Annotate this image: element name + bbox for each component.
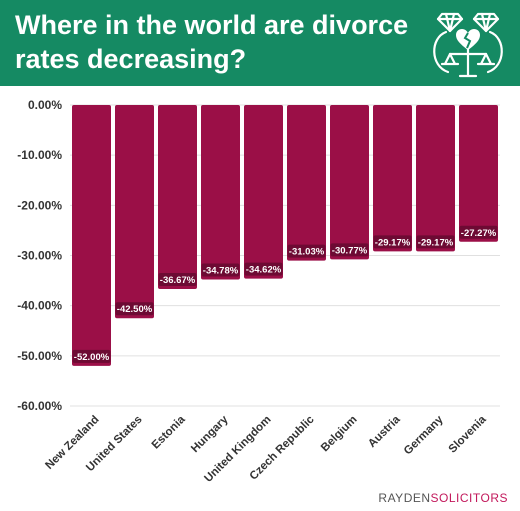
page-title: Where in the world are divorce rates dec… bbox=[15, 10, 409, 74]
data-label: -31.03% bbox=[289, 247, 325, 258]
x-tick-label: Germany bbox=[402, 413, 446, 457]
bar bbox=[244, 105, 283, 279]
data-label: -27.27% bbox=[461, 228, 497, 239]
data-label: -36.67% bbox=[160, 275, 196, 286]
data-label: -34.62% bbox=[246, 265, 282, 276]
bar bbox=[373, 105, 412, 252]
data-label-background bbox=[459, 225, 498, 239]
data-label: -30.77% bbox=[332, 245, 368, 256]
bar bbox=[158, 105, 197, 289]
y-tick-label: 0.00% bbox=[28, 98, 62, 112]
y-tick-label: -20.00% bbox=[17, 198, 62, 212]
bar bbox=[72, 105, 111, 366]
brand-name-part1: RAYDEN bbox=[378, 491, 431, 505]
brand-name-part2: SOLICITORS bbox=[430, 491, 508, 505]
y-tick-label: -30.00% bbox=[17, 249, 62, 263]
x-tick-label: Hungary bbox=[189, 413, 231, 455]
data-label-background bbox=[244, 262, 283, 276]
x-tick-label: Belgium bbox=[319, 414, 360, 455]
y-tick-label: -10.00% bbox=[17, 148, 62, 162]
data-label-background bbox=[158, 272, 197, 286]
bar-chart: 0.00% -10.00% -20.00% -30.00% -40.00% -50.00%… bbox=[17, 98, 500, 485]
diamond-rings-broken-heart-scales-icon bbox=[433, 12, 503, 78]
y-axis-tick-labels: 0.00% -10.00% -20.00% -30.00% -40.00% -50.00%… bbox=[17, 98, 62, 413]
bar bbox=[330, 105, 369, 260]
y-tick-label: -60.00% bbox=[17, 399, 62, 413]
data-label-background bbox=[201, 263, 240, 277]
y-tick-label: -40.00% bbox=[17, 299, 62, 313]
data-label-background bbox=[115, 302, 154, 316]
data-label-background bbox=[330, 243, 369, 257]
x-tick-label: Estonia bbox=[150, 413, 188, 451]
bar bbox=[287, 105, 326, 261]
chart-bars bbox=[72, 105, 498, 366]
x-tick-label: Slovenia bbox=[447, 413, 489, 455]
data-label-background bbox=[72, 349, 111, 363]
x-tick-label: Austria bbox=[366, 413, 403, 450]
data-label-background bbox=[416, 235, 455, 249]
brand-logo-text: RAYDENSOLICITORS bbox=[378, 491, 508, 505]
data-label: -52.00% bbox=[74, 352, 110, 363]
data-label-background bbox=[287, 244, 326, 258]
bar bbox=[115, 105, 154, 319]
data-label: -34.78% bbox=[203, 265, 239, 276]
y-tick-label: -50.00% bbox=[17, 349, 62, 363]
data-label: -42.50% bbox=[117, 304, 153, 315]
data-label-background bbox=[373, 235, 412, 249]
chart-data-labels: -52.00% -42.50% -36.67% -34.78% -34.62% -31.0… bbox=[72, 225, 498, 363]
bar bbox=[201, 105, 240, 280]
bar bbox=[459, 105, 498, 242]
header-banner: Where in the world are divorce rates dec… bbox=[0, 0, 520, 86]
data-label: -29.17% bbox=[418, 237, 454, 248]
bar bbox=[416, 105, 455, 252]
data-label: -29.17% bbox=[375, 237, 411, 248]
